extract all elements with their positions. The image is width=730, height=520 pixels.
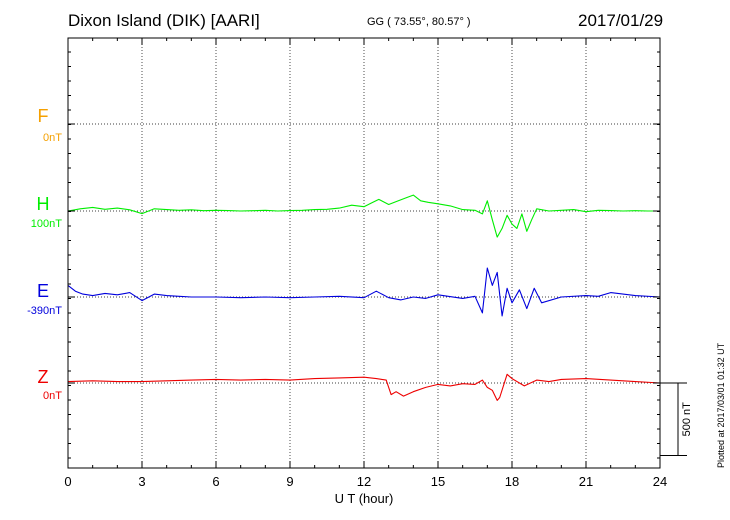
x-tick-label: 12 — [357, 474, 371, 489]
x-tick-label: 9 — [286, 474, 293, 489]
x-tick-label: 18 — [505, 474, 519, 489]
plot-axes: 0 3 6 9 12 15 18 21 24 U T (hour) 500 nT — [64, 37, 693, 506]
channel-z-baseline: 0nT — [43, 390, 62, 402]
chart-title: Dixon Island (DIK) [AARI] — [68, 11, 260, 30]
trace-z — [67, 373, 661, 401]
channel-h-label: H — [36, 194, 50, 214]
plot-traces — [67, 194, 661, 401]
x-tick-label: 6 — [212, 474, 219, 489]
geographic-coordinates: GG ( 73.55°, 80.57° ) — [367, 16, 471, 28]
channel-f-label: F — [37, 106, 49, 126]
channel-e-label: E — [36, 281, 49, 301]
x-tick-label: 24 — [653, 474, 667, 489]
channel-h-baseline: 100nT — [30, 218, 62, 230]
trace-e — [67, 267, 661, 317]
x-tick-label: 0 — [64, 474, 71, 489]
chart-date: 2017/01/29 — [578, 11, 664, 30]
trace-h — [67, 194, 660, 238]
channel-e-baseline: -390nT — [27, 305, 62, 317]
plot-frame — [67, 37, 661, 469]
plot-grid — [68, 38, 660, 468]
x-tick-label: 15 — [431, 474, 445, 489]
channel-z-label: Z — [37, 367, 49, 387]
scale-bar-label: 500 nT — [681, 402, 693, 437]
channel-f-baseline: 0nT — [43, 132, 62, 144]
x-tick-label: 21 — [579, 474, 593, 489]
x-axis-label: U T (hour) — [335, 491, 394, 506]
x-tick-label: 3 — [138, 474, 145, 489]
